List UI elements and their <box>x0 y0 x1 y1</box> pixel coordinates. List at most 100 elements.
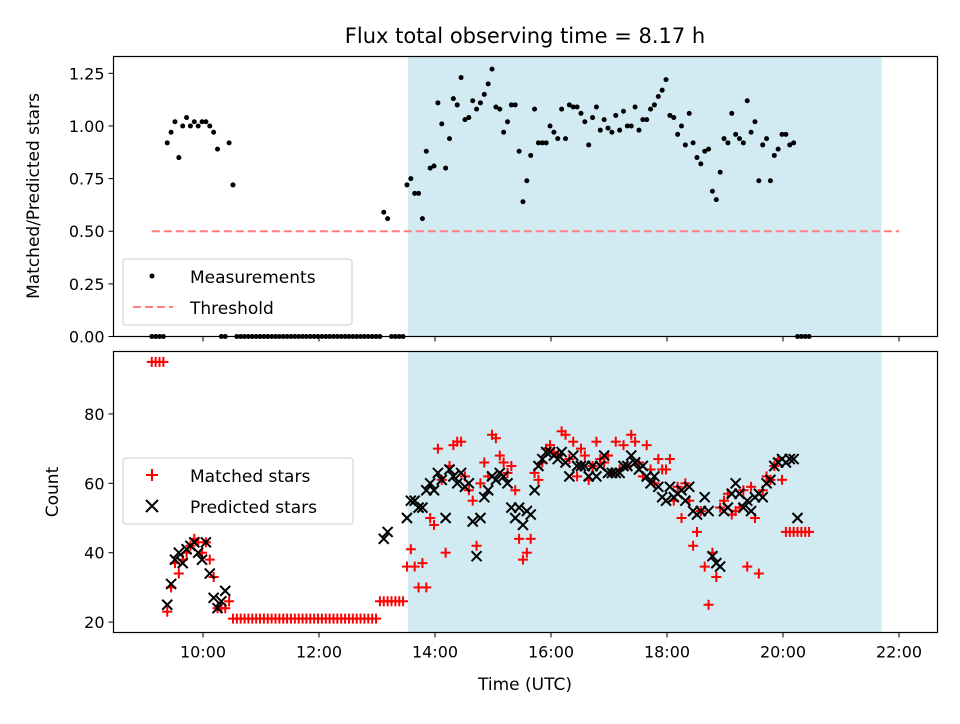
matched-star-point <box>610 436 621 447</box>
measurement-point <box>771 152 777 158</box>
measurement-point <box>276 334 282 339</box>
measurement-point <box>307 334 313 339</box>
predicted-star-point <box>737 501 750 514</box>
predicted-star-point <box>621 460 634 472</box>
measurement-point <box>574 104 580 110</box>
y-tick-label: 20 <box>84 613 104 632</box>
measurement-point <box>396 334 402 339</box>
matched-star-point <box>661 464 672 475</box>
observing-window-shade <box>407 56 882 337</box>
measurement-point <box>555 136 561 142</box>
measurement-point <box>590 115 596 121</box>
measurement-point <box>238 334 244 339</box>
matched-star-point <box>777 474 788 485</box>
measurement-point <box>593 104 599 110</box>
measurement-point <box>408 176 414 182</box>
measurement-point <box>389 334 394 339</box>
measurement-point <box>597 127 603 133</box>
predicted-star-point <box>204 567 216 580</box>
top-panel: 0.00 0.25 0.50 0.75 1.00 1.25 Matched/Predict… <box>24 55 939 347</box>
measurement-point <box>551 129 557 135</box>
measurement-point <box>412 190 418 196</box>
measurement-point <box>323 334 329 339</box>
measurement-point <box>713 197 719 203</box>
predicted-star-point <box>679 494 692 507</box>
matched-star-point <box>746 481 757 492</box>
measurement-point <box>215 146 220 152</box>
y-tick-label: 1.25 <box>69 64 105 83</box>
measurement-point <box>168 129 174 135</box>
bottom-plot-area <box>112 350 939 634</box>
y-tick-label: 0.25 <box>69 275 105 294</box>
measurement-point <box>729 110 735 116</box>
measurement-point <box>207 123 213 129</box>
measurement-point <box>756 178 762 184</box>
top-legend: Measurements Threshold <box>122 258 353 326</box>
matched-star-point <box>417 558 428 569</box>
predicted-star-point <box>637 460 649 472</box>
matched-star-point <box>521 547 532 558</box>
y-tick-label: 0.00 <box>69 328 105 347</box>
measurement-point <box>682 142 688 148</box>
matched-star-point <box>641 440 652 451</box>
top-y-axis-label: Matched/Predicted stars <box>24 93 44 299</box>
measurement-point <box>535 140 541 146</box>
measurement-point <box>609 129 615 135</box>
measurement-point <box>253 334 259 339</box>
x-axis-label: Time (UTC) <box>477 675 572 695</box>
measurement-point <box>319 334 325 339</box>
measurement-point <box>342 334 348 339</box>
predicted-star-point <box>575 460 587 472</box>
x-tick-label: 12:00 <box>296 643 342 662</box>
matched-star-point <box>425 513 436 524</box>
matched-star-point <box>579 450 590 461</box>
predicted-star-point <box>625 449 637 462</box>
measurement-point <box>458 75 464 81</box>
measurement-point <box>783 131 789 137</box>
predicted-star-point <box>660 494 672 507</box>
measurement-point <box>358 334 364 339</box>
predicted-star-point <box>192 547 204 559</box>
predicted-star-point <box>552 453 564 465</box>
measurement-point <box>709 188 715 194</box>
measurement-point <box>516 148 522 154</box>
predicted-star-point <box>381 526 394 538</box>
measurement-point <box>764 136 770 142</box>
measurement-point <box>744 98 750 104</box>
predicted-star-point <box>424 477 436 490</box>
predicted-star-point <box>791 512 804 524</box>
predicted-star-point <box>482 484 494 496</box>
measurement-point <box>292 334 298 339</box>
predicted-star-point <box>428 484 440 496</box>
matched-star-point <box>533 474 544 485</box>
predicted-star-point <box>741 494 753 507</box>
predicted-star-point <box>219 585 231 597</box>
predicted-star-point <box>756 491 769 503</box>
measurement-point <box>265 334 271 339</box>
measurement-point <box>419 216 425 222</box>
legend-predicted-label: Predicted stars <box>190 498 317 518</box>
matched-star-point <box>626 429 637 440</box>
measurement-point <box>331 334 336 339</box>
legend-threshold-label: Threshold <box>189 299 274 319</box>
measurement-point <box>640 117 646 123</box>
predicted-star-point <box>675 484 688 496</box>
matched-star-point <box>506 460 517 471</box>
measurement-point <box>327 334 333 339</box>
predicted-star-point <box>598 449 610 462</box>
measurement-point <box>296 334 302 339</box>
measurement-point <box>497 106 503 112</box>
y-tick-label: 0.75 <box>69 170 105 189</box>
predicted-star-point <box>644 477 657 490</box>
matched-star-point <box>514 533 525 544</box>
predicted-star-point <box>474 512 487 524</box>
matched-star-point <box>456 436 467 447</box>
x-tick-label: 18:00 <box>644 643 690 662</box>
measurement-point <box>752 119 758 125</box>
measurement-point <box>311 334 317 339</box>
measurement-point <box>187 123 193 129</box>
measurement-point <box>284 334 290 339</box>
y-tick-label: 1.00 <box>69 117 105 136</box>
measurement-point <box>334 334 340 339</box>
